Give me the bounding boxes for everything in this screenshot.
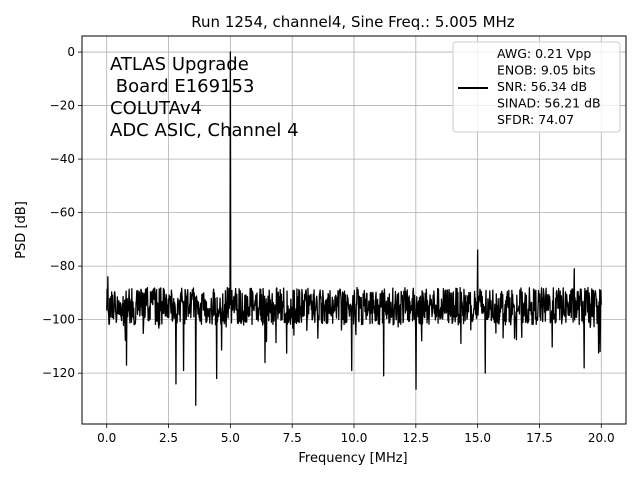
x-tick-label: 10.0 — [341, 431, 368, 445]
y-tick-label: −20 — [50, 99, 75, 113]
y-axis-label: PSD [dB] — [14, 201, 29, 259]
x-axis-ticks: 0.0 2.5 5.0 7.5 10.0 12.5 15.0 17.5 20.0 — [97, 424, 615, 445]
x-tick-label: 7.5 — [283, 431, 302, 445]
y-tick-label: 0 — [67, 45, 75, 59]
x-tick-label: 17.5 — [526, 431, 553, 445]
y-tick-label: −80 — [50, 259, 75, 273]
x-tick-label: 0.0 — [97, 431, 116, 445]
legend-text-line: SNR: 56.34 dB — [497, 79, 587, 94]
y-axis-ticks: 0 −20 −40 −60 −80 −100 −120 — [42, 45, 82, 380]
x-tick-label: 12.5 — [402, 431, 429, 445]
y-tick-label: −40 — [50, 152, 75, 166]
x-tick-label: 15.0 — [464, 431, 491, 445]
x-tick-label: 2.5 — [159, 431, 178, 445]
annotation-line: Board E169153 — [110, 76, 254, 97]
x-tick-label: 20.0 — [588, 431, 615, 445]
x-axis-label: Frequency [MHz] — [298, 451, 407, 466]
psd-series-line — [106, 51, 602, 406]
y-tick-label: −120 — [42, 366, 75, 380]
x-tick-label: 5.0 — [221, 431, 240, 445]
annotation-line: ATLAS Upgrade — [110, 54, 249, 75]
legend-text-line: SINAD: 56.21 dB — [497, 96, 601, 111]
chart-title: Run 1254, channel4, Sine Freq.: 5.005 MH… — [191, 13, 515, 31]
annotation-line: COLUTAv4 — [110, 98, 202, 119]
annotation-line: ADC ASIC, Channel 4 — [110, 120, 299, 141]
legend-text-line: AWG: 0.21 Vpp — [497, 46, 591, 61]
legend-text-line: SFDR: 74.07 — [497, 112, 574, 127]
psd-trace — [106, 51, 602, 406]
y-tick-label: −60 — [50, 206, 75, 220]
legend-text-line: ENOB: 9.05 bits — [497, 63, 595, 78]
legend-box — [452, 41, 621, 133]
y-tick-label: −100 — [42, 313, 75, 327]
